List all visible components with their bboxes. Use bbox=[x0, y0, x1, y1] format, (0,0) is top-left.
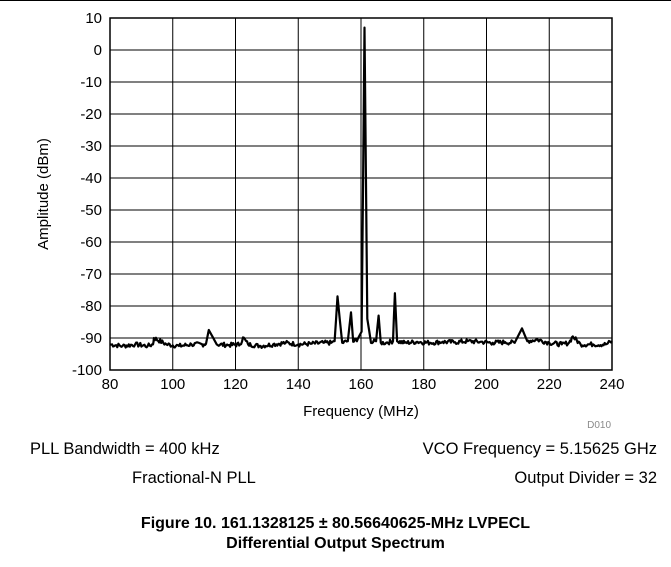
tick-labels: 80 100 120 140 160 180 200 220 240100-10-20-30-4… bbox=[72, 10, 625, 393]
pll-type-note: Fractional-N PLL bbox=[132, 469, 256, 487]
y-tick-label: -60 bbox=[80, 234, 102, 251]
x-axis-title: Frequency (MHz) bbox=[303, 403, 419, 420]
grid bbox=[110, 18, 612, 370]
x-tick-label: 160 bbox=[348, 376, 373, 393]
y-tick-label: 10 bbox=[85, 10, 102, 27]
x-tick-label: 80 bbox=[102, 376, 119, 393]
vco-frequency-note: VCO Frequency = 5.15625 GHz bbox=[422, 440, 657, 458]
output-divider-note: Output Divider = 32 bbox=[514, 469, 657, 487]
x-tick-label: 240 bbox=[599, 376, 624, 393]
y-tick-label: -80 bbox=[80, 298, 102, 315]
figure-caption: Figure 10. 161.1328125 ± 80.56640625-MHz… bbox=[0, 514, 671, 554]
figure-code-label: D010 bbox=[587, 420, 611, 430]
y-tick-label: -20 bbox=[80, 106, 102, 123]
y-tick-label: -100 bbox=[72, 362, 102, 379]
x-tick-label: 220 bbox=[537, 376, 562, 393]
x-tick-label: 120 bbox=[223, 376, 248, 393]
plot-frame bbox=[109, 17, 613, 371]
y-tick-label: -10 bbox=[80, 74, 102, 91]
y-tick-label: 0 bbox=[94, 42, 102, 59]
x-tick-label: 100 bbox=[160, 376, 185, 393]
caption-line-1: Figure 10. 161.1328125 ± 80.56640625-MHz… bbox=[140, 515, 531, 532]
y-tick-label: -70 bbox=[80, 266, 102, 283]
y-tick-label: -30 bbox=[80, 138, 102, 155]
trace-layer bbox=[109, 26, 613, 349]
x-tick-label: 140 bbox=[286, 376, 311, 393]
spectrum-chart: 80 100 120 140 160 180 200 220 240100-10-20-30-4… bbox=[35, 10, 625, 430]
top-rule bbox=[0, 0, 671, 1]
spectrum-trace bbox=[109, 26, 613, 349]
caption-line-2: Differential Output Spectrum bbox=[226, 535, 445, 552]
y-axis-title: Amplitude (dBm) bbox=[35, 138, 52, 250]
x-tick-label: 200 bbox=[474, 376, 499, 393]
y-tick-label: -40 bbox=[80, 170, 102, 187]
x-tick-label: 180 bbox=[411, 376, 436, 393]
y-tick-label: -50 bbox=[80, 202, 102, 219]
y-tick-label: -90 bbox=[80, 330, 102, 347]
pll-bandwidth-note: PLL Bandwidth = 400 kHz bbox=[30, 440, 220, 458]
